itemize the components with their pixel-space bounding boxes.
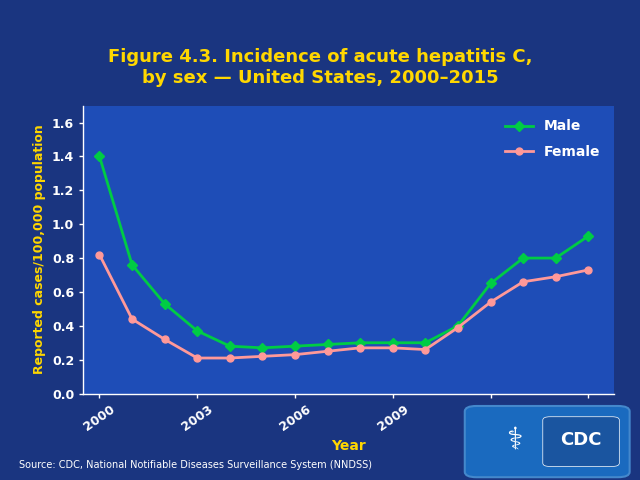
Female (291, 352, 299, 358)
Female (95, 252, 103, 258)
Male (161, 301, 168, 307)
Female (193, 355, 201, 361)
Text: CDC: CDC (560, 431, 602, 449)
Female (389, 345, 397, 351)
Female (161, 336, 168, 342)
Text: Source: CDC, National Notifiable Diseases Surveillance System (NNDSS): Source: CDC, National Notifiable Disease… (19, 460, 372, 470)
Text: ⚕: ⚕ (507, 426, 523, 455)
Line: Female: Female (96, 251, 592, 361)
Female (487, 299, 495, 305)
Male (487, 281, 495, 287)
Male (95, 154, 103, 159)
Male (389, 340, 397, 346)
Male (552, 255, 559, 261)
Text: Figure 4.3. Incidence of acute hepatitis C,
by sex — United States, 2000–2015: Figure 4.3. Incidence of acute hepatitis… (108, 48, 532, 87)
Male (226, 343, 234, 349)
Female (552, 274, 559, 279)
FancyBboxPatch shape (465, 406, 630, 477)
Male (356, 340, 364, 346)
Male (519, 255, 527, 261)
Female (128, 316, 136, 322)
Female (226, 355, 234, 361)
X-axis label: Year: Year (332, 439, 366, 453)
Female (324, 348, 332, 354)
Male (324, 342, 332, 348)
Male (128, 262, 136, 268)
Female (356, 345, 364, 351)
Line: Male: Male (96, 153, 592, 351)
Female (519, 279, 527, 285)
Y-axis label: Reported cases/100,000 population: Reported cases/100,000 population (33, 125, 46, 374)
Male (259, 345, 266, 351)
FancyBboxPatch shape (543, 417, 620, 467)
Female (259, 353, 266, 359)
Male (193, 328, 201, 334)
Male (584, 233, 592, 239)
Female (454, 324, 462, 330)
Female (584, 267, 592, 273)
Female (422, 347, 429, 352)
Male (454, 323, 462, 329)
Male (291, 343, 299, 349)
Male (422, 340, 429, 346)
Legend: Male, Female: Male, Female (498, 112, 607, 166)
